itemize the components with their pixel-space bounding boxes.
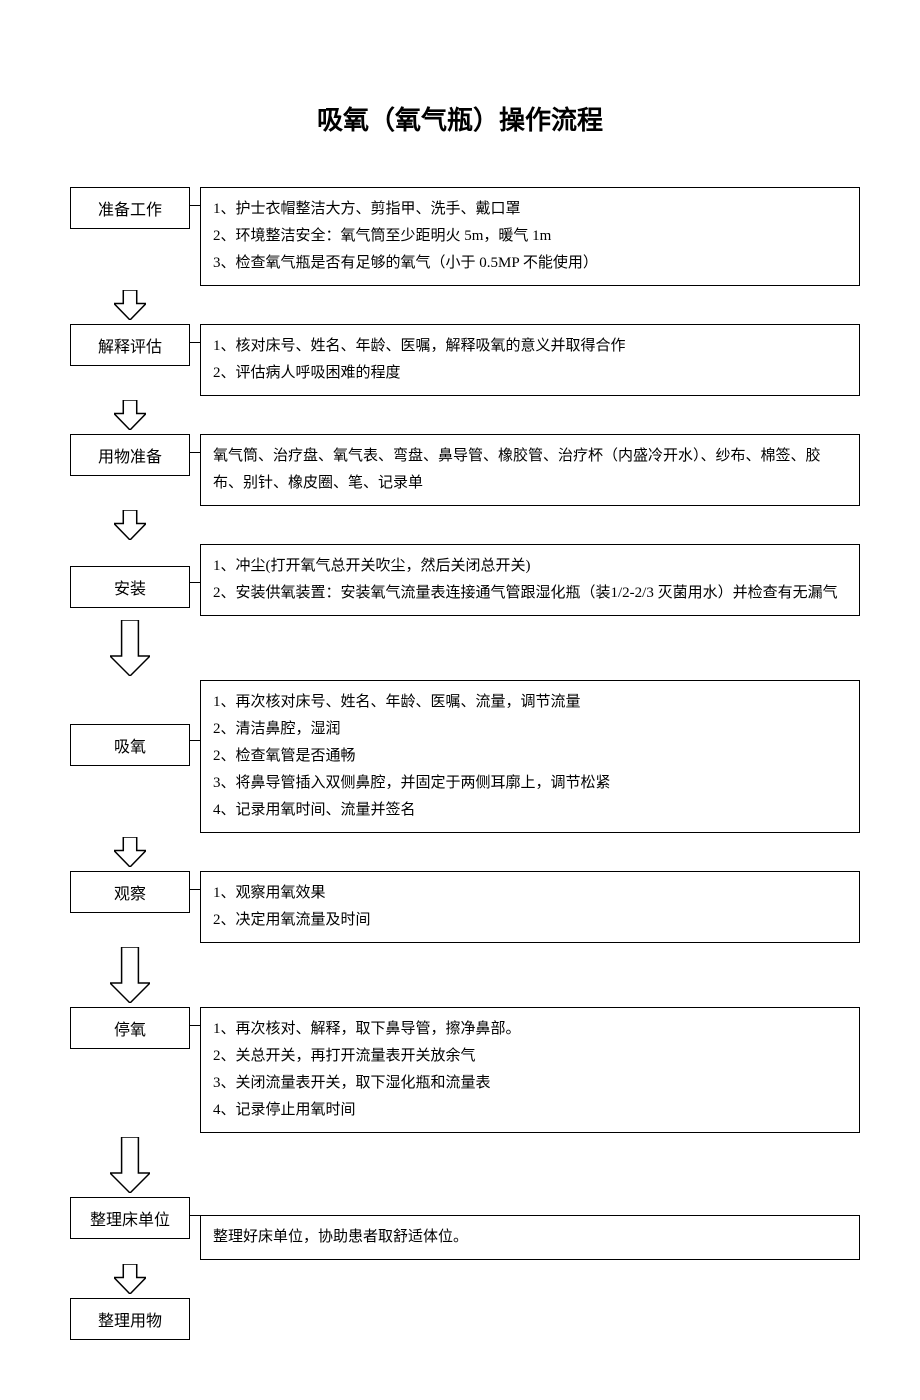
- desc-box: 1、核对床号、姓名、年龄、医嘱，解释吸氧的意义并取得合作2、评估病人呼吸困难的程…: [200, 324, 860, 396]
- desc-box: 1、观察用氧效果2、决定用氧流量及时间: [200, 871, 860, 943]
- down-arrow-icon: [60, 833, 200, 871]
- flow-row: 观察1、观察用氧效果2、决定用氧流量及时间: [60, 871, 860, 943]
- desc-line: 2、评估病人呼吸困难的程度: [213, 360, 847, 387]
- flow-row: 吸氧1、再次核对床号、姓名、年龄、医嘱、流量，调节流量2、清洁鼻腔，湿润2、检查…: [60, 680, 860, 833]
- step-box: 解释评估: [70, 324, 190, 366]
- step-box: 停氧: [70, 1007, 190, 1049]
- desc-line: 1、观察用氧效果: [213, 880, 847, 907]
- desc-box: 1、再次核对、解释，取下鼻导管，擦净鼻部。2、关总开关，再打开流量表开关放余气3…: [200, 1007, 860, 1133]
- desc-line: 1、再次核对床号、姓名、年龄、医嘱、流量，调节流量: [213, 689, 847, 716]
- flow-row: 整理用物: [60, 1298, 860, 1340]
- flow-row: 解释评估1、核对床号、姓名、年龄、医嘱，解释吸氧的意义并取得合作2、评估病人呼吸…: [60, 324, 860, 396]
- desc-line: 2、环境整洁安全：氧气筒至少距明火 5m，暖气 1m: [213, 223, 847, 250]
- desc-line: 4、记录用氧时间、流量并签名: [213, 797, 847, 824]
- step-box: 安装: [70, 566, 190, 608]
- desc-box: 1、再次核对床号、姓名、年龄、医嘱、流量，调节流量2、清洁鼻腔，湿润2、检查氧管…: [200, 680, 860, 833]
- down-arrow-icon: [60, 286, 200, 324]
- desc-box: 1、冲尘(打开氧气总开关吹尘，然后关闭总开关)2、安装供氧装置：安装氧气流量表连…: [200, 544, 860, 616]
- desc-line: 氧气筒、治疗盘、氧气表、弯盘、鼻导管、橡胶管、治疗杯（内盛冷开水）、纱布、棉签、…: [213, 443, 847, 497]
- desc-line: 3、检查氧气瓶是否有足够的氧气（小于 0.5MP 不能使用）: [213, 250, 847, 277]
- down-arrow-icon: [60, 1260, 200, 1298]
- step-box: 整理床单位: [70, 1197, 190, 1239]
- desc-line: 1、护士衣帽整洁大方、剪指甲、洗手、戴口罩: [213, 196, 847, 223]
- page-title: 吸氧（氧气瓶）操作流程: [60, 100, 860, 137]
- step-box: 吸氧: [70, 724, 190, 766]
- desc-line: 4、记录停止用氧时间: [213, 1097, 847, 1124]
- flowchart: 准备工作1、护士衣帽整洁大方、剪指甲、洗手、戴口罩2、环境整洁安全：氧气筒至少距…: [60, 187, 860, 1340]
- desc-line: 2、决定用氧流量及时间: [213, 907, 847, 934]
- down-arrow-icon: [60, 506, 200, 544]
- down-arrow-icon: [60, 616, 200, 680]
- desc-box: 氧气筒、治疗盘、氧气表、弯盘、鼻导管、橡胶管、治疗杯（内盛冷开水）、纱布、棉签、…: [200, 434, 860, 506]
- flow-row: 准备工作1、护士衣帽整洁大方、剪指甲、洗手、戴口罩2、环境整洁安全：氧气筒至少距…: [60, 187, 860, 286]
- flow-row: 安装1、冲尘(打开氧气总开关吹尘，然后关闭总开关)2、安装供氧装置：安装氧气流量…: [60, 544, 860, 616]
- desc-line: 3、关闭流量表开关，取下湿化瓶和流量表: [213, 1070, 847, 1097]
- step-box: 整理用物: [70, 1298, 190, 1340]
- desc-box: 整理好床单位，协助患者取舒适体位。: [200, 1215, 860, 1260]
- desc-line: 2、检查氧管是否通畅: [213, 743, 847, 770]
- desc-line: 2、关总开关，再打开流量表开关放余气: [213, 1043, 847, 1070]
- down-arrow-icon: [60, 396, 200, 434]
- desc-line: 整理好床单位，协助患者取舒适体位。: [213, 1224, 847, 1251]
- step-box: 用物准备: [70, 434, 190, 476]
- flow-row: 整理床单位整理好床单位，协助患者取舒适体位。: [60, 1197, 860, 1260]
- down-arrow-icon: [60, 943, 200, 1007]
- down-arrow-icon: [60, 1133, 200, 1197]
- desc-line: 3、将鼻导管插入双侧鼻腔，并固定于两侧耳廓上，调节松紧: [213, 770, 847, 797]
- desc-box: 1、护士衣帽整洁大方、剪指甲、洗手、戴口罩2、环境整洁安全：氧气筒至少距明火 5…: [200, 187, 860, 286]
- desc-line: 2、清洁鼻腔，湿润: [213, 716, 847, 743]
- flow-row: 用物准备氧气筒、治疗盘、氧气表、弯盘、鼻导管、橡胶管、治疗杯（内盛冷开水）、纱布…: [60, 434, 860, 506]
- desc-line: 1、核对床号、姓名、年龄、医嘱，解释吸氧的意义并取得合作: [213, 333, 847, 360]
- flow-row: 停氧1、再次核对、解释，取下鼻导管，擦净鼻部。2、关总开关，再打开流量表开关放余…: [60, 1007, 860, 1133]
- desc-line: 1、冲尘(打开氧气总开关吹尘，然后关闭总开关): [213, 553, 847, 580]
- desc-line: 2、安装供氧装置：安装氧气流量表连接通气管跟湿化瓶（装1/2-2/3 灭菌用水）…: [213, 580, 847, 607]
- desc-line: 1、再次核对、解释，取下鼻导管，擦净鼻部。: [213, 1016, 847, 1043]
- step-box: 准备工作: [70, 187, 190, 229]
- step-box: 观察: [70, 871, 190, 913]
